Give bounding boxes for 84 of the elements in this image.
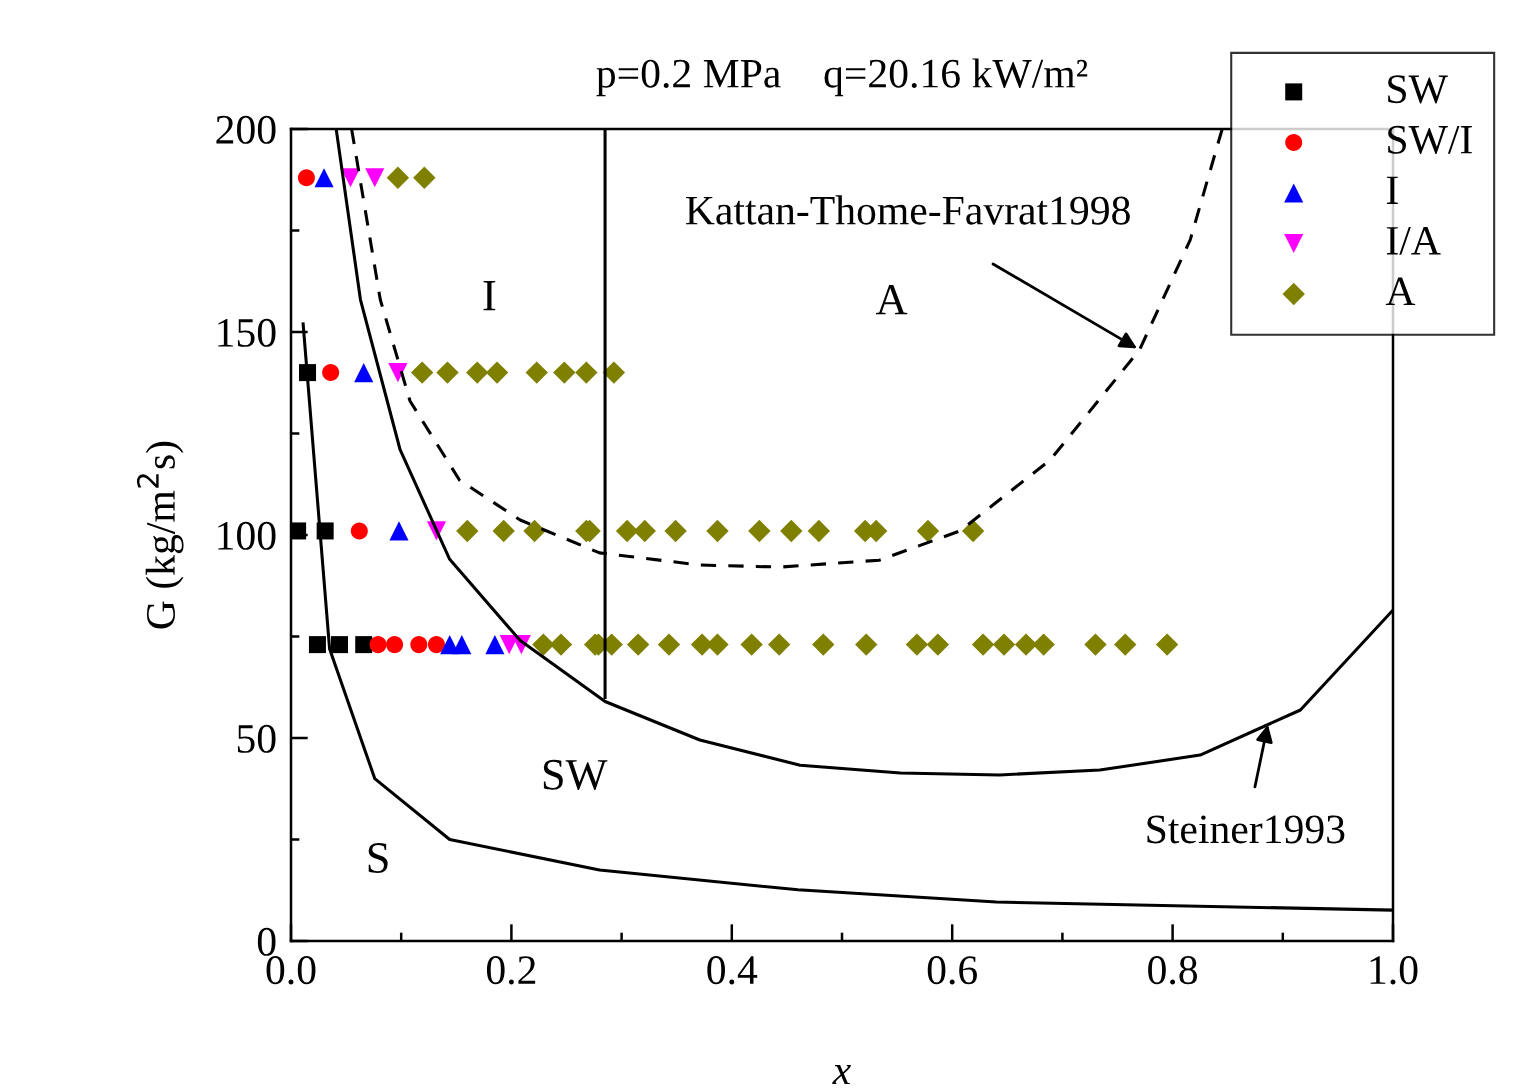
point [291, 522, 307, 540]
point [369, 636, 387, 654]
annotation: Steiner1993 [1147, 815, 1345, 844]
point [807, 519, 831, 543]
point [748, 519, 771, 543]
point [410, 636, 428, 654]
point [413, 166, 436, 189]
x-tick-label: 0.8 [1148, 956, 1198, 985]
legend-label: SW [1388, 75, 1448, 104]
point [365, 168, 385, 188]
chart-title: p=0.2 MPa q=20.16 kW/m² [596, 58, 1088, 97]
x-tick-label: 0.2 [486, 956, 536, 985]
point [926, 633, 950, 656]
y-tick-label: 200 [216, 115, 276, 144]
point [575, 361, 598, 384]
point [553, 361, 576, 384]
point [1084, 633, 1107, 656]
point [340, 168, 361, 188]
point [1155, 633, 1179, 656]
y-axis-title: G (kg/m$^{2}$s) [136, 441, 184, 629]
point [1032, 633, 1055, 656]
point [314, 168, 334, 188]
point [657, 633, 681, 656]
point [905, 633, 929, 656]
point [664, 519, 687, 543]
point [532, 633, 555, 656]
point [780, 519, 803, 543]
point [322, 364, 340, 382]
point [452, 635, 472, 655]
legend-label: A [1385, 277, 1416, 305]
point [767, 633, 791, 656]
annotation: I [483, 281, 496, 311]
point [485, 635, 505, 655]
point [549, 633, 573, 656]
point [386, 166, 410, 189]
point [466, 361, 489, 384]
legend-label: I [1386, 176, 1398, 204]
x-tick-label: 0.4 [707, 956, 758, 985]
point [330, 636, 348, 654]
point [355, 636, 373, 654]
point [436, 361, 459, 384]
x-tick-label: 0.0 [266, 956, 316, 985]
point [992, 633, 1016, 656]
y-tick-label: 150 [218, 318, 276, 347]
legend-label: I/A [1386, 226, 1441, 255]
point [308, 636, 326, 654]
point [1114, 633, 1137, 656]
point [388, 363, 408, 383]
x-tick-label: 0.6 [927, 956, 977, 985]
y-tick-label: 50 [237, 724, 276, 753]
point [523, 519, 546, 543]
point [354, 363, 374, 383]
point [410, 361, 434, 384]
point [1014, 633, 1038, 656]
x-tick-label: 1.0 [1370, 956, 1418, 985]
point [427, 636, 445, 654]
y-tick-label: 0 [257, 927, 276, 956]
point [389, 521, 409, 541]
annotation: Kattan-Thome-Favrat1998 [686, 195, 1130, 225]
point [633, 519, 656, 543]
point [492, 519, 515, 543]
point [706, 633, 729, 656]
point [971, 633, 995, 656]
x-axis-title: x [832, 1064, 851, 1085]
point [602, 361, 626, 384]
point [855, 633, 878, 656]
point [485, 361, 509, 384]
annotation: SW [543, 759, 608, 790]
point [615, 519, 639, 543]
legend-label: SW/I [1388, 125, 1472, 155]
point [297, 169, 315, 187]
point [916, 519, 940, 543]
point [456, 519, 479, 543]
point [525, 361, 548, 384]
annotation: A [875, 284, 908, 315]
point [350, 522, 368, 540]
point [812, 633, 835, 656]
annotation: S [368, 843, 388, 873]
point [740, 633, 763, 656]
point [626, 633, 650, 656]
point [961, 519, 985, 543]
point [386, 636, 404, 654]
y-tick-label: 100 [218, 521, 276, 550]
point [706, 519, 729, 543]
